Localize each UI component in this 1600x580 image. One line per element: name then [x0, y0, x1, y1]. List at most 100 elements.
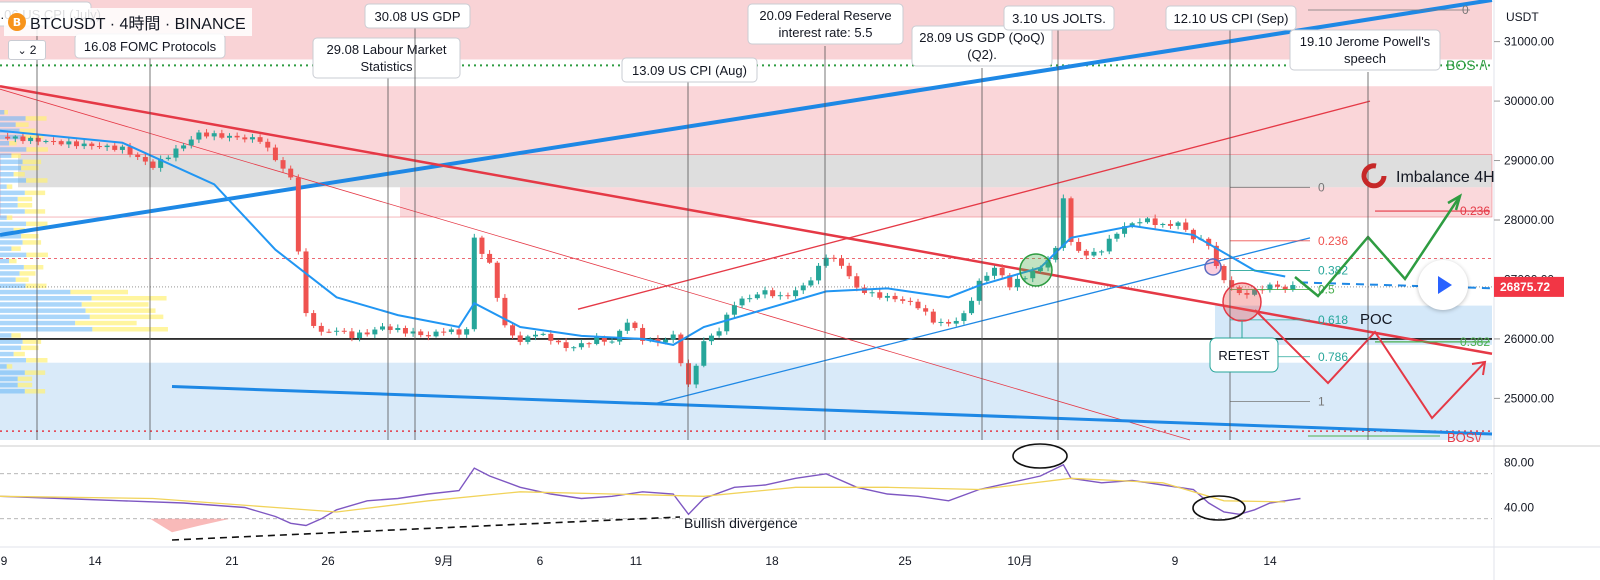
candle-body: [785, 295, 791, 297]
volume-profile-bar: [21, 345, 39, 351]
volume-profile-bar: [0, 221, 27, 227]
candle-body: [624, 322, 630, 331]
time-tick-label: 26: [321, 554, 335, 568]
volume-profile-bar: [0, 240, 23, 245]
circle-marker-green: [1019, 253, 1053, 287]
candle-body: [196, 132, 202, 140]
candle-body: [303, 251, 309, 314]
candle-body: [227, 135, 232, 138]
candle-body: [242, 137, 248, 140]
rsi-ma-line: [0, 477, 1286, 513]
candle-body: [1236, 287, 1242, 294]
candle-body: [479, 237, 485, 254]
rsi-top-ellipse: [1012, 443, 1068, 469]
time-tick-label: 10月: [1007, 554, 1032, 568]
candle-body: [425, 335, 431, 337]
event-label: 3.10 US JOLTS.: [1012, 11, 1106, 26]
circle-markers: [1019, 253, 1262, 322]
candle-body: [563, 342, 569, 348]
last-price-tag: [1494, 276, 1564, 297]
candle-body: [961, 313, 967, 321]
volume-profile-bar: [0, 209, 25, 214]
bullish-arrow-head: [1447, 193, 1463, 211]
volume-profile-bar: [22, 339, 42, 344]
volume-profile-bar: [92, 327, 168, 332]
volume-profile-bar: [0, 370, 25, 375]
time-tick-label: 14: [1263, 554, 1277, 568]
fib-right-label: 0.236: [1460, 204, 1490, 218]
candle-body: [877, 292, 883, 298]
candle-body: [119, 146, 125, 150]
volume-profile-bar: [0, 215, 7, 220]
fib-label: 0.5: [1318, 283, 1335, 297]
candle-body: [1060, 198, 1066, 248]
candle-body: [800, 285, 806, 291]
volume-profile-bar: [0, 339, 23, 344]
rsi-axis-bg: [1494, 447, 1600, 547]
candle-body: [1022, 278, 1028, 280]
candle-body: [816, 265, 822, 281]
volume-profile-bar: [0, 234, 22, 239]
time-tick-label: 6: [537, 554, 544, 568]
volume-profile-bar: [0, 203, 18, 208]
volume-profile-bar: [22, 240, 42, 245]
event-label-box: [1003, 5, 1115, 31]
moving-average-line: [0, 129, 1286, 346]
candle-body: [754, 294, 760, 299]
event-label: 12.10 US CPI (Sep): [1174, 11, 1289, 26]
candle-body: [693, 365, 699, 385]
time-tick-label: 9: [1172, 554, 1179, 568]
blue-uptrend-line: [0, 0, 1493, 237]
volume-profile-bar: [0, 172, 14, 177]
volume-profile-bar: [0, 165, 22, 171]
event-label-line2: Statistics: [360, 59, 413, 74]
event-label: 16.08 FOMC Protocols: [84, 39, 217, 54]
candle-body: [533, 334, 538, 337]
candle-body: [357, 332, 363, 338]
volume-profile-bar: [0, 159, 23, 165]
candle-body: [43, 141, 49, 143]
volume-profile-bar: [6, 364, 13, 369]
volume-profile-bar: [13, 351, 25, 357]
retest-label-box: [1209, 337, 1279, 373]
candle-body: [265, 141, 271, 148]
candle-body: [135, 154, 141, 158]
candle-body: [272, 147, 278, 161]
volume-profile-bar: [0, 364, 7, 369]
bos-top-label: BOS /\: [1446, 57, 1487, 73]
candle-body: [1007, 275, 1013, 288]
candle-body: [12, 136, 18, 139]
candle-body: [678, 334, 684, 364]
candle-body: [1014, 278, 1020, 288]
volume-profile-bar: [19, 271, 36, 276]
symbol-title[interactable]: BTCUSDT · 4時間 · BINANCE: [30, 16, 246, 33]
candle-body: [762, 290, 768, 295]
candle-body: [1129, 223, 1135, 227]
volume-profile-bar: [21, 234, 39, 239]
candle-body: [1213, 245, 1219, 267]
replay-button[interactable]: [1418, 260, 1468, 310]
rsi-oversold-fill: [150, 518, 230, 533]
volume-profile-bar: [0, 122, 16, 127]
volume-profile-bar: [0, 246, 12, 251]
last-price-value: 26875.72: [1500, 280, 1550, 294]
event-label-line2: speech: [1344, 51, 1386, 66]
candle-body: [441, 331, 447, 333]
candle-body: [1068, 198, 1074, 242]
candle-body: [487, 253, 493, 263]
collapse-indicators-button[interactable]: ⌄ 2: [8, 40, 46, 60]
candle-body: [946, 321, 952, 324]
play-icon: [1438, 276, 1452, 294]
volume-profile-bar: [0, 116, 26, 121]
event-label-box: [1289, 29, 1441, 71]
candle-body: [89, 143, 95, 147]
event-label-line1: 28.09 US GDP (QoQ): [919, 30, 1044, 45]
candle-body: [923, 308, 929, 312]
bitcoin-icon: B: [8, 13, 26, 31]
candle-body: [617, 330, 623, 342]
candle-body: [670, 334, 676, 340]
bearish-projection: [1254, 309, 1486, 420]
candle-body: [372, 329, 378, 335]
candle-body: [456, 329, 462, 335]
